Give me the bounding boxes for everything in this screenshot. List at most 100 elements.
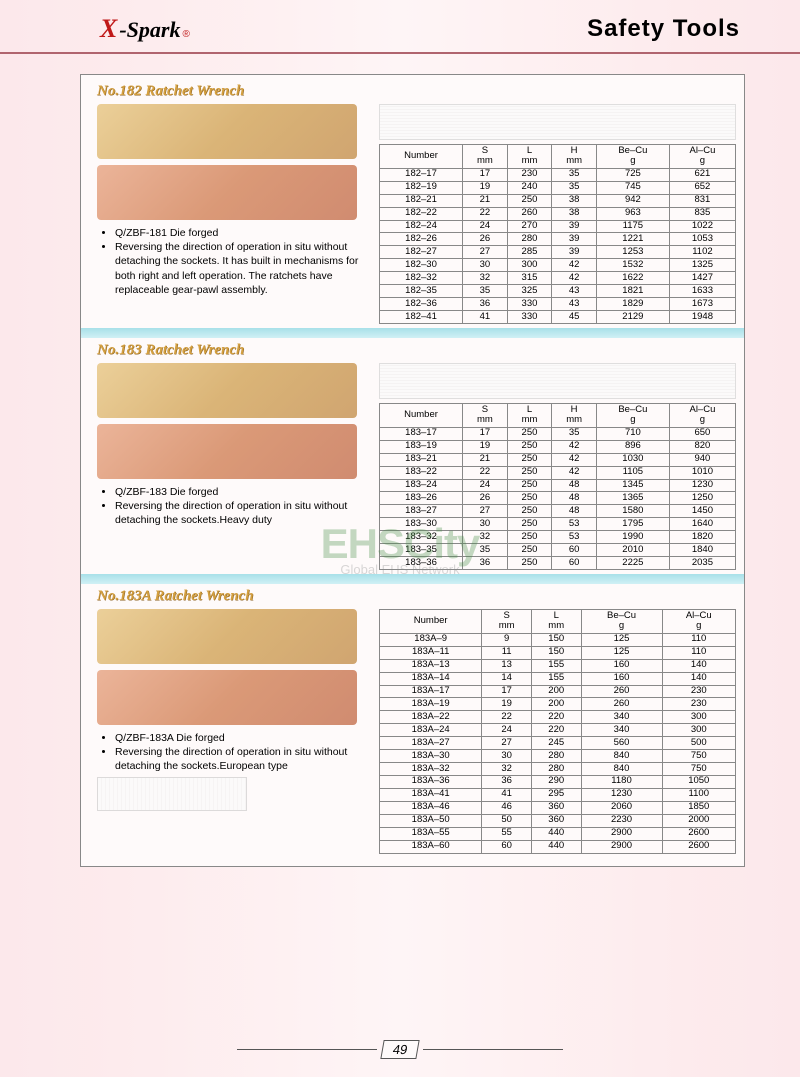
table-row: 183A–555544029002600 <box>380 827 736 840</box>
table-cell: 22 <box>482 711 532 724</box>
product-notes: Q/ZBF-183 Die forged Reversing the direc… <box>115 485 369 528</box>
table-cell: 183A–46 <box>380 801 482 814</box>
table-cell: 1102 <box>669 246 735 259</box>
logo-registered: ® <box>182 29 189 40</box>
table-cell: 831 <box>669 194 735 207</box>
table-cell: 250 <box>507 531 552 544</box>
table-row: 183A–1313155160140 <box>380 659 736 672</box>
table-cell: 300 <box>507 259 552 272</box>
table-row: 183–27272504815801450 <box>380 505 736 518</box>
table-cell: 1795 <box>596 518 669 531</box>
table-cell: 183A–13 <box>380 659 482 672</box>
table-cell: 182–36 <box>380 298 463 311</box>
table-cell: 315 <box>507 272 552 285</box>
table-row: 183–32322505319901820 <box>380 531 736 544</box>
table-cell: 940 <box>669 453 735 466</box>
table-cell: 2600 <box>662 840 735 853</box>
page-footer: 49 <box>0 1040 800 1059</box>
note-item: Reversing the direction of operation in … <box>115 240 369 297</box>
table-cell: 35 <box>552 181 597 194</box>
catalog-content: No.182 Ratchet Wrench Q/ZBF-181 Die forg… <box>80 74 745 867</box>
table-cell: 621 <box>669 168 735 181</box>
table-cell: 1850 <box>662 801 735 814</box>
table-header: Be–Cug <box>581 609 662 633</box>
table-cell: 43 <box>552 298 597 311</box>
table-cell: 330 <box>507 298 552 311</box>
table-cell: 24 <box>482 724 532 737</box>
table-cell: 1250 <box>669 492 735 505</box>
table-cell: 360 <box>531 814 581 827</box>
table-cell: 183A–11 <box>380 646 482 659</box>
table-row: 183–22222504211051010 <box>380 466 736 479</box>
table-cell: 840 <box>581 763 662 776</box>
table-cell: 182–22 <box>380 207 463 220</box>
table-cell: 1053 <box>669 233 735 246</box>
table-cell: 280 <box>531 750 581 763</box>
table-cell: 725 <box>596 168 669 181</box>
table-cell: 1821 <box>596 285 669 298</box>
section-title: No.183 Ratchet Wrench <box>97 342 736 359</box>
table-cell: 38 <box>552 207 597 220</box>
table-cell: 35 <box>552 168 597 181</box>
table-cell: 32 <box>463 272 508 285</box>
table-row: 183A–1919200260230 <box>380 698 736 711</box>
table-cell: 21 <box>463 453 508 466</box>
table-cell: 46 <box>482 801 532 814</box>
table-cell: 13 <box>482 659 532 672</box>
table-cell: 183–36 <box>380 557 463 570</box>
table-cell: 39 <box>552 246 597 259</box>
table-cell: 440 <box>531 840 581 853</box>
table-cell: 2225 <box>596 557 669 570</box>
table-cell: 155 <box>531 672 581 685</box>
table-cell: 220 <box>531 724 581 737</box>
table-cell: 26 <box>463 233 508 246</box>
brand-logo: X -Spark ® <box>100 14 190 44</box>
table-cell: 820 <box>669 440 735 453</box>
table-cell: 17 <box>482 685 532 698</box>
table-cell: 53 <box>552 531 597 544</box>
page-header: X -Spark ® Safety Tools <box>0 0 800 54</box>
table-cell: 250 <box>507 505 552 518</box>
table-row: 183A–464636020601850 <box>380 801 736 814</box>
table-cell: 183–24 <box>380 479 463 492</box>
table-cell: 1030 <box>596 453 669 466</box>
table-cell: 183A–30 <box>380 750 482 763</box>
table-cell: 2900 <box>581 840 662 853</box>
table-cell: 182–24 <box>380 220 463 233</box>
table-cell: 48 <box>552 492 597 505</box>
product-image <box>97 104 357 159</box>
table-cell: 1622 <box>596 272 669 285</box>
table-row: 183A–1717200260230 <box>380 685 736 698</box>
table-cell: 48 <box>552 479 597 492</box>
table-row: 182–35353254318211633 <box>380 285 736 298</box>
table-header: Al–Cug <box>669 403 735 427</box>
table-cell: 750 <box>662 763 735 776</box>
technical-diagram <box>379 104 736 140</box>
table-cell: 325 <box>507 285 552 298</box>
table-row: 182–32323154216221427 <box>380 272 736 285</box>
table-cell: 1022 <box>669 220 735 233</box>
table-cell: 300 <box>662 724 735 737</box>
table-cell: 285 <box>507 246 552 259</box>
table-cell: 42 <box>552 440 597 453</box>
table-cell: 55 <box>482 827 532 840</box>
table-cell: 110 <box>662 646 735 659</box>
table-cell: 1673 <box>669 298 735 311</box>
table-cell: 650 <box>669 427 735 440</box>
table-cell: 1990 <box>596 531 669 544</box>
table-row: 183A–2222220340300 <box>380 711 736 724</box>
table-cell: 183A–55 <box>380 827 482 840</box>
table-cell: 22 <box>463 466 508 479</box>
table-cell: 260 <box>581 698 662 711</box>
table-row: 182–24242703911751022 <box>380 220 736 233</box>
table-cell: 42 <box>552 466 597 479</box>
table-cell: 125 <box>581 646 662 659</box>
table-cell: 183–35 <box>380 544 463 557</box>
table-cell: 330 <box>507 311 552 324</box>
table-header: Number <box>380 403 463 427</box>
table-cell: 710 <box>596 427 669 440</box>
table-cell: 140 <box>662 659 735 672</box>
section-183a: No.183A Ratchet Wrench Q/ZBF-183A Die fo… <box>89 588 736 854</box>
technical-diagram <box>97 777 247 811</box>
table-cell: 2060 <box>581 801 662 814</box>
